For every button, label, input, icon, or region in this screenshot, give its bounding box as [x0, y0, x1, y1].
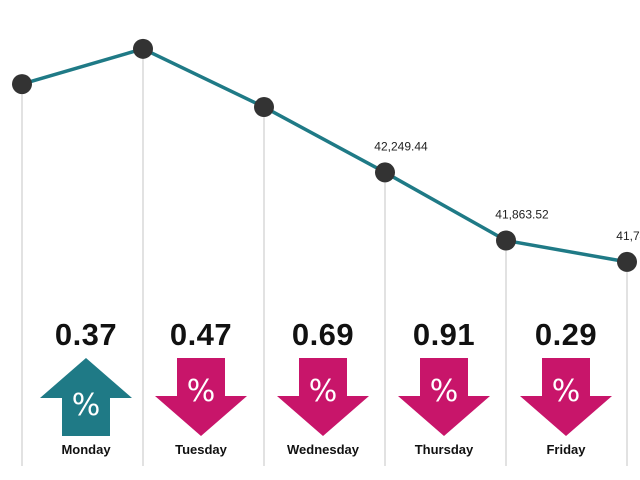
- gridlines: [21, 48, 628, 466]
- percent-change-value: 0.69: [291, 317, 355, 352]
- day-label: Wednesday: [286, 442, 359, 457]
- data-point-2: [254, 97, 274, 118]
- data-point-4: [496, 230, 516, 251]
- percent-symbol: %: [429, 374, 459, 409]
- down-arrow-icon: %: [277, 358, 369, 436]
- percent-change-value: 0.37: [54, 317, 118, 352]
- down-arrow-icon: %: [398, 358, 490, 436]
- data-points: [12, 38, 637, 272]
- data-point-1: [133, 38, 153, 59]
- series-line-group: [21, 47, 628, 264]
- value-labels: 42,249.44 41,863.52 41,742.24: [374, 139, 640, 242]
- change-column-tuesday: 0.47% Tuesday: [141, 318, 261, 457]
- value-label-5: 41,742.24: [616, 229, 640, 243]
- day-label: Tuesday: [175, 442, 227, 457]
- percent-symbol: %: [186, 374, 216, 409]
- down-arrow-icon: %: [155, 358, 247, 436]
- day-label: Friday: [546, 442, 586, 457]
- percent-symbol: %: [551, 374, 581, 409]
- percent-change-value: 0.29: [534, 317, 598, 352]
- value-label-3: 42,249.44: [374, 139, 428, 153]
- data-point-3: [375, 162, 395, 183]
- day-label: Monday: [61, 442, 111, 457]
- up-arrow-icon: %: [40, 358, 132, 436]
- percent-change-value: 0.47: [169, 317, 233, 352]
- percent-symbol: %: [308, 374, 338, 409]
- value-label-4: 41,863.52: [495, 208, 549, 222]
- percent-change-value: 0.91: [412, 317, 476, 352]
- change-column-wednesday: 0.69% Wednesday: [263, 318, 383, 457]
- percent-symbol: %: [71, 388, 101, 423]
- data-point-5: [617, 251, 637, 272]
- down-arrow-icon: %: [520, 358, 612, 436]
- day-label: Thursday: [414, 442, 474, 457]
- change-column-monday: 0.37% Monday: [26, 318, 146, 457]
- series-line: [21, 47, 628, 264]
- data-point-0: [12, 74, 32, 95]
- change-column-friday: 0.29% Friday: [506, 318, 626, 457]
- change-column-thursday: 0.91% Thursday: [384, 318, 504, 457]
